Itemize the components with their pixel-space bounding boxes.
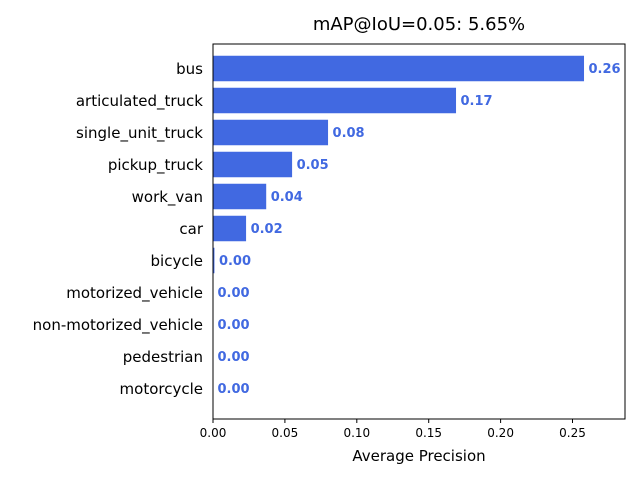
x-tick-label: 0.10 — [343, 426, 370, 440]
category-label-non-motorized-vehicle: non-motorized_vehicle — [33, 316, 203, 335]
x-tick-label: 0.20 — [487, 426, 514, 440]
plot-frame — [212, 43, 626, 420]
category-label-work-van: work_van — [132, 188, 203, 207]
data-label-motorized-vehicle: 0.00 — [218, 286, 250, 301]
x-tick-label: 0.25 — [559, 426, 586, 440]
bar-articulated-truck — [213, 87, 457, 114]
data-labels: 0.26 0.17 0.08 0.05 0.04 0.02 0.00 0.00 0.00 0.00… — [218, 62, 621, 397]
x-tick-label: 0.15 — [415, 426, 442, 440]
data-label-motorcycle: 0.00 — [218, 382, 250, 397]
bar-bicycle — [213, 247, 215, 274]
category-label-pickup-truck: pickup_truck — [108, 156, 203, 175]
x-axis: 0.00 0.05 0.10 0.15 0.20 0.25 — [200, 419, 586, 440]
category-label-single-unit-truck: single_unit_truck — [76, 124, 203, 143]
category-label-bicycle: bicycle — [151, 252, 203, 270]
bars-layer — [213, 55, 585, 274]
category-label-bus: bus — [176, 60, 203, 78]
chart-title: mAP@IoU=0.05: 5.65% — [313, 14, 525, 35]
category-label-motorcycle: motorcycle — [120, 380, 203, 398]
bar-pickup-truck — [213, 151, 293, 178]
data-label-articulated-truck: 0.17 — [461, 94, 493, 109]
category-labels: bus articulated_truck single_unit_truckpic… — [33, 60, 204, 398]
bar-single-unit-truck — [213, 119, 329, 146]
data-label-car: 0.02 — [251, 222, 283, 237]
x-tick-label: 0.05 — [272, 426, 299, 440]
category-label-car: car — [179, 220, 203, 238]
data-label-non-motorized-vehicle: 0.00 — [218, 318, 250, 333]
x-tick-label: 0.00 — [200, 426, 227, 440]
category-label-motorized-vehicle: motorized_vehicle — [66, 284, 203, 303]
data-label-single-unit-truck: 0.08 — [333, 126, 365, 141]
bar-work-van — [213, 183, 267, 210]
data-label-pedestrian: 0.00 — [218, 350, 250, 365]
category-label-articulated-truck: articulated_truck — [76, 92, 203, 111]
data-label-bicycle: 0.00 — [219, 254, 251, 269]
x-axis-label: Average Precision — [352, 447, 485, 465]
data-label-pickup-truck: 0.05 — [297, 158, 329, 173]
data-label-bus: 0.26 — [589, 62, 621, 77]
bar-car — [213, 215, 247, 242]
category-label-pedestrian: pedestrian — [123, 348, 203, 366]
bar-bus — [213, 55, 585, 82]
data-label-work-van: 0.04 — [271, 190, 303, 205]
